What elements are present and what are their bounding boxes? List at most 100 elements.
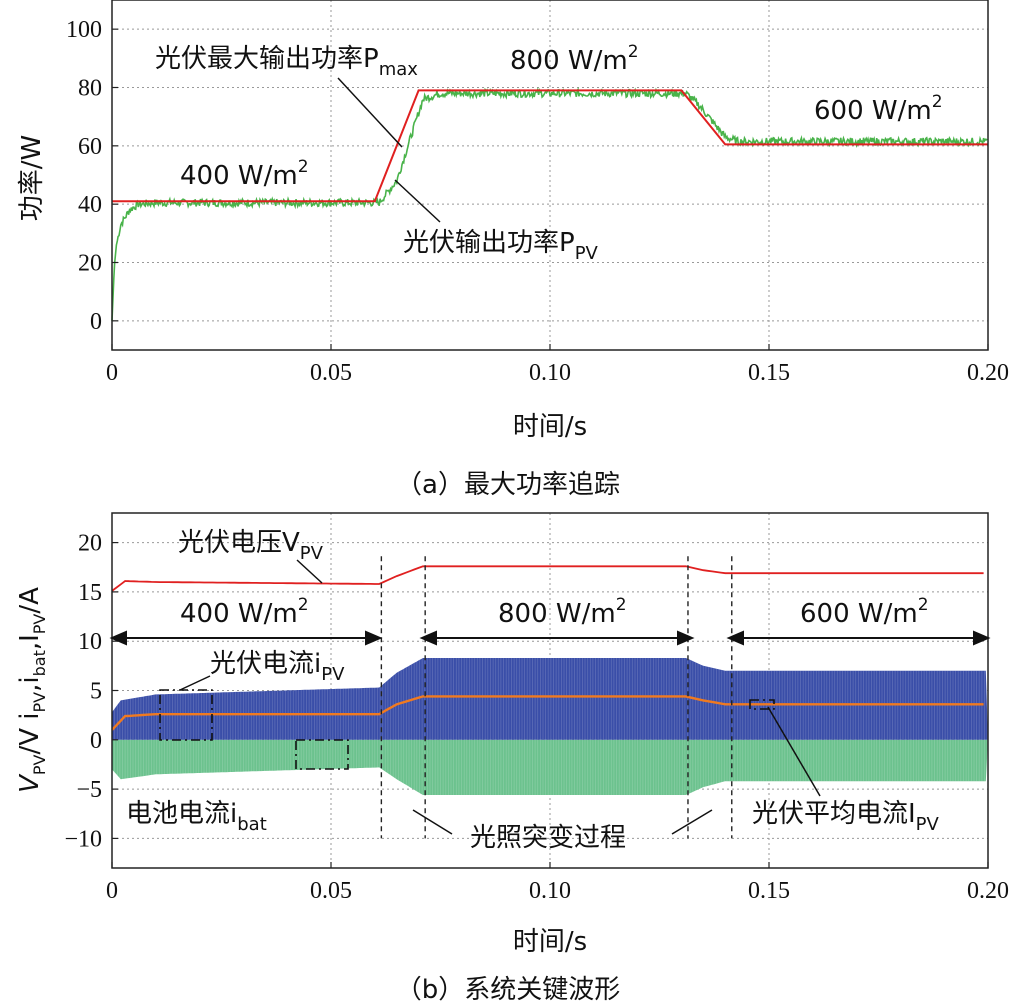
ylab-mid: /V i [15, 712, 45, 754]
iavg-label: 光伏平均电流I [752, 799, 916, 829]
irr-b-800-sup: 2 [616, 595, 627, 615]
arrow-800-left-head [419, 630, 437, 646]
ylab-ibat: ,i [15, 676, 45, 692]
irr-a-400-text: 400 W/m [180, 161, 298, 191]
vpv-annotation: 光伏电压VPV [178, 528, 324, 564]
panel-a-ytick-label: 20 [78, 251, 102, 277]
irr-b-400-text: 400 W/m [180, 599, 298, 629]
ylab-unit: /A [15, 587, 45, 614]
ylab-bat-sub: bat [30, 650, 49, 676]
vpv-series-line [111, 565, 984, 592]
panel-b-xtick-label: 0.15 [748, 878, 790, 904]
panel-b-ytick-label: −5 [76, 777, 102, 803]
irr-b-400: 400 W/m2 [180, 595, 309, 629]
panel-b-ytick-label: 20 [78, 531, 102, 557]
ipv-leader [179, 675, 211, 691]
irr-a-600-sup: 2 [932, 92, 943, 112]
panel-b-ytick-label: 15 [78, 580, 102, 606]
panel-a-ytick-label: 60 [78, 134, 102, 160]
ibat-annotation: 电池电流ibat [126, 799, 267, 835]
irr-b-800: 800 W/m2 [498, 595, 627, 629]
panel-b-xlabel: 时间/s [513, 927, 587, 957]
panel-a-ylabel: 功率/W [17, 135, 47, 221]
ibat-sub: bat [237, 814, 267, 835]
iavg-sub: PV [916, 814, 940, 835]
panel-a-grid [112, 0, 988, 350]
panel-a-caption: （a）最大功率追踪 [396, 470, 620, 500]
panel-b-transition-lines [380, 556, 733, 839]
panel-b-xtick-label: 0.05 [310, 878, 352, 904]
irr-a-400: 400 W/m2 [180, 157, 309, 191]
ibat-label: 电池电流i [126, 799, 237, 829]
panel-b-xtick-label: 0 [106, 878, 118, 904]
panel-a-ytick-label: 40 [78, 192, 102, 218]
arrow-600-right-head [973, 630, 991, 646]
panel-b-ytick-label: 5 [90, 679, 102, 705]
irr-a-800-text: 800 W/m [510, 46, 628, 76]
panel-b-ytick-label: −10 [64, 826, 102, 852]
iavg-leader [767, 706, 821, 797]
panel-a-xtick-label: 0.20 [967, 360, 1009, 386]
ylab-ipv: ,I [15, 634, 45, 650]
iavg-series-line [111, 695, 984, 731]
irr-b-600-sup: 2 [918, 595, 929, 615]
irr-a-800: 800 W/m2 [510, 42, 639, 76]
pmax-sub: max [379, 59, 419, 80]
ipv-series-band [112, 658, 988, 740]
transition-label: 光照突变过程 [470, 823, 626, 853]
ppv-sub: PV [575, 243, 599, 264]
panel-a-ytick-label: 0 [90, 309, 102, 335]
panel-a-ytick-label: 80 [78, 76, 102, 102]
ylab-ipv-sub: PV [30, 614, 49, 635]
panel-b-xtick-label: 0.20 [967, 878, 1009, 904]
irr-b-800-text: 800 W/m [498, 599, 616, 629]
ppv-series-line [111, 86, 988, 321]
ppv-annotation: 光伏输出功率PPV [403, 228, 599, 264]
irr-a-600-text: 600 W/m [814, 96, 932, 126]
ylab-v: V [15, 773, 45, 793]
vpv-leader [296, 559, 323, 584]
panel-a-xtick-label: 0.10 [529, 360, 571, 386]
ipv-annotation: 光伏电流iPV [210, 649, 345, 685]
arrow-400-right-head [365, 630, 383, 646]
iavg-annotation: 光伏平均电流IPV [752, 799, 940, 835]
zoom-box-iavg [749, 699, 775, 710]
vpv-sub: PV [300, 543, 324, 564]
panel-b-ticks: 0 0.05 0.10 0.15 0.20 −10 −5 0 5 10 15 20 [64, 531, 1009, 904]
irr-b-400-sup: 2 [298, 595, 309, 615]
irr-b-600-text: 600 W/m [800, 599, 918, 629]
panel-b-ytick-label: 0 [90, 728, 102, 754]
panel-a-series [111, 86, 988, 321]
ppv-label: 光伏输出功率P [403, 228, 575, 258]
pmax-annotation: 光伏最大输出功率Pmax [155, 44, 418, 80]
panel-a-xtick-label: 0.05 [310, 360, 352, 386]
panel-a-ticks: 0 0.05 0.10 0.15 0.20 0 20 40 60 80 100 [66, 17, 1009, 386]
pmax-label: 光伏最大输出功率P [155, 44, 379, 74]
transition-leader-right [671, 809, 713, 835]
ylab-v-sub: PV [30, 754, 49, 775]
ipv-label: 光伏电流i [210, 649, 321, 679]
panel-b-series [111, 565, 988, 795]
irr-a-600: 600 W/m2 [814, 92, 943, 126]
panel-b-ytick-label: 10 [78, 629, 102, 655]
ppv-leader [394, 179, 441, 223]
zoom-boxes [159, 689, 775, 770]
arrow-400-left-head [109, 630, 127, 646]
panel-a-xtick-label: 0 [106, 360, 118, 386]
ibat-series-band [112, 739, 988, 795]
panel-a-xlabel: 时间/s [513, 412, 587, 442]
panel-b-caption: （b）系统关键波形 [396, 975, 621, 1005]
arrow-800-right-head [677, 630, 695, 646]
panel-b-xtick-label: 0.10 [529, 878, 571, 904]
irr-a-800-sup: 2 [628, 42, 639, 62]
zoom-box-ipv [159, 689, 213, 741]
ipv-sub: PV [321, 664, 345, 685]
panel-b-ylabel: VPV/V iPV,ibat,IPV/A [15, 587, 49, 793]
pmax-leader [337, 77, 403, 148]
arrow-600-left-head [726, 630, 744, 646]
panel-a-xtick-label: 0.15 [748, 360, 790, 386]
irr-arrows [109, 630, 991, 646]
